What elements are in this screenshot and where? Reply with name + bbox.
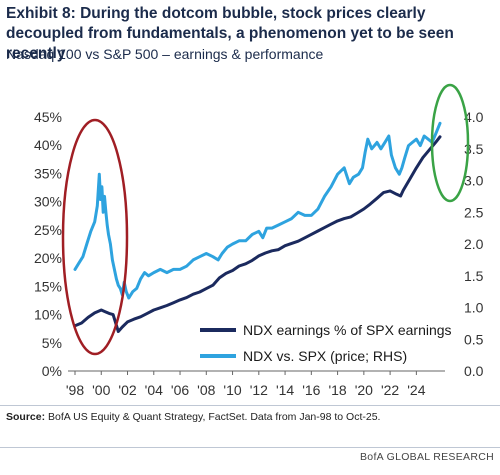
right-tick-label: 2.5 [464,204,484,220]
x-tick-label: '08 [197,382,215,398]
series-line-earnings [73,135,442,333]
x-tick-label: '06 [171,382,189,398]
x-tick-label: '12 [250,382,268,398]
x-tick-label: '98 [66,382,84,398]
dotcom-highlight-circle [61,118,129,356]
x-tick-label: '16 [302,382,320,398]
left-tick-label: 30% [34,194,62,210]
x-tick-label: '20 [355,382,373,398]
right-tick-label: 0.5 [464,331,484,347]
footer-divider [0,447,500,448]
left-tick-label: 0% [42,363,62,379]
legend: NDX earnings % of SPX earnings NDX vs. S… [200,322,452,364]
right-tick-label: 3.0 [464,173,484,189]
left-tick-label: 35% [34,165,62,181]
x-tick-label: '22 [381,382,399,398]
chart-title: Exhibit 8: During the dotcom bubble, sto… [6,5,454,62]
legend-label-price: NDX vs. SPX (price; RHS) [243,348,407,364]
x-tick-label: '24 [407,382,425,398]
left-tick-label: 15% [34,278,62,294]
left-tick-label: 20% [34,250,62,266]
source-label: Source: [6,411,46,423]
right-tick-label: 4.0 [464,109,484,125]
x-tick-label: '02 [118,382,136,398]
x-tick-label: '04 [145,382,163,398]
left-tick-label: 5% [42,335,62,351]
chart-subtitle: Nasdaq 100 vs S&P 500 – earnings & perfo… [6,46,324,62]
source-divider [0,405,500,406]
left-tick-label: 10% [34,307,62,323]
left-tick-label: 45% [34,109,62,125]
x-tick-label: '14 [276,382,294,398]
brand-label: BofA GLOBAL RESEARCH [360,451,494,463]
left-axis-ticks: 0% 5% 10% 15% 20% 25% 30% 35% 40% 45% [34,109,62,379]
recent-highlight-circle [430,83,470,203]
x-tick-label: '10 [223,382,241,398]
right-axis-ticks: 0.00.51.01.52.02.53.03.54.0 [464,109,484,379]
series-layer [73,121,442,333]
right-tick-label: 1.0 [464,300,484,316]
series-line-price [73,121,442,300]
line-chart: 0% 5% 10% 15% 20% 25% 30% 35% 40% 45% 0.0 0.5 1.0 1.… [34,83,484,398]
left-tick-label: 25% [34,222,62,238]
right-tick-label: 1.5 [464,268,484,284]
right-tick-label: 0.0 [464,363,484,379]
source-note: Source: BofA US Equity & Quant Strategy,… [6,411,380,423]
legend-label-earnings: NDX earnings % of SPX earnings [243,322,452,338]
x-tick-label: '18 [328,382,346,398]
source-text: BofA US Equity & Quant Strategy, FactSet… [45,411,381,423]
x-axis-ticks: '98 '00 '02 '04 '06 '08 '10 '12 '14 '16 '18 '20 '22 '… [66,371,426,398]
left-tick-label: 40% [34,137,62,153]
right-tick-label: 2.0 [464,236,484,252]
x-tick-label: '00 [92,382,110,398]
